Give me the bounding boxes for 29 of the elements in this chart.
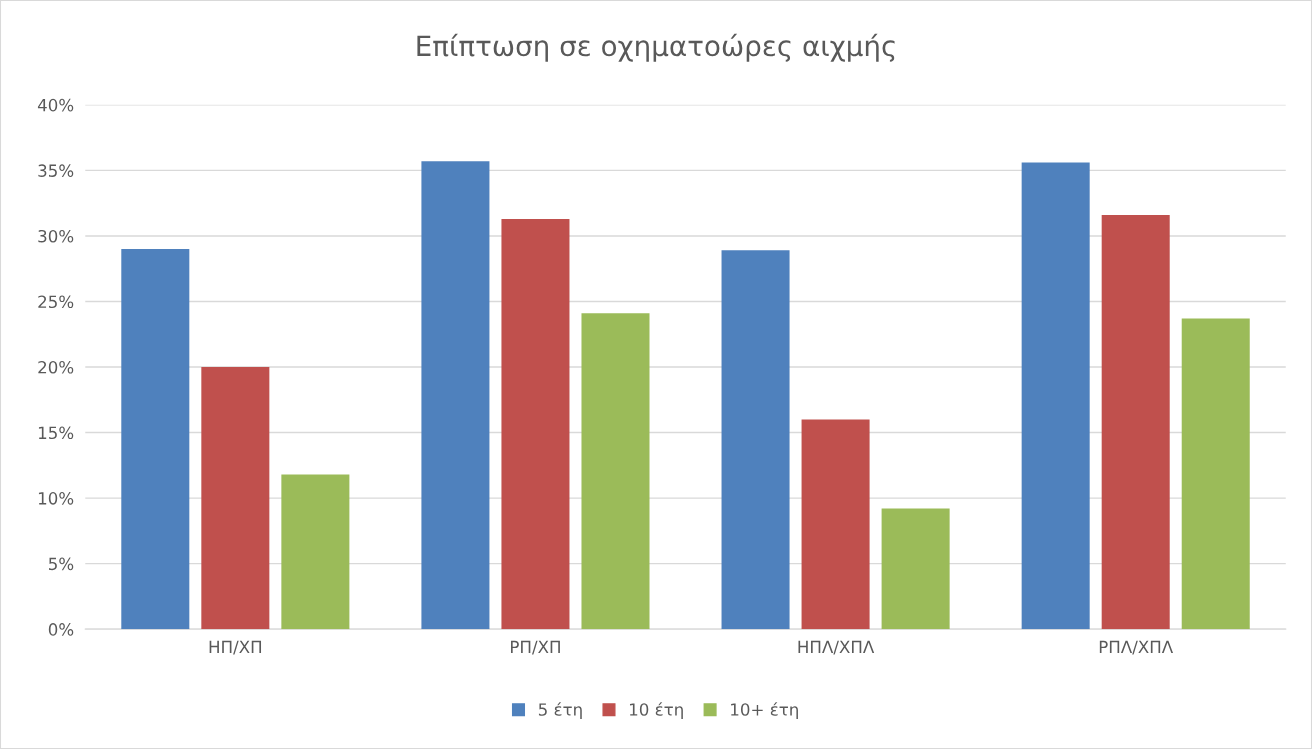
x-tick-label: ΡΠΛ/ΧΠΛ [1099, 640, 1174, 655]
legend-label: 5 έτη [538, 702, 582, 720]
y-tick-label: 0% [48, 623, 74, 636]
legend-label: 10 έτη [629, 702, 683, 720]
x-tick-label: ΗΠ/ΧΠ [209, 640, 262, 655]
y-tick-label: 5% [49, 557, 74, 571]
y-tick-label: 30% [38, 229, 74, 243]
y-tick-label: 35% [38, 164, 74, 177]
bar [1021, 162, 1090, 630]
bar [121, 249, 190, 630]
bar [721, 250, 790, 630]
legend-label: 10+ έτη [731, 702, 798, 720]
bar [421, 161, 490, 630]
x-tick-label: ΗΠΛ/ΧΠΛ [798, 640, 875, 655]
y-tick-label: 10% [38, 492, 74, 505]
bar [281, 474, 350, 630]
bar [801, 419, 870, 630]
bar [201, 367, 270, 630]
bar [501, 218, 570, 630]
bar [881, 508, 950, 630]
y-tick-label: 40% [37, 98, 74, 112]
bar [1101, 214, 1170, 630]
chart-title: Επίπτωση σε οχηματοώρες αιχμής [417, 33, 895, 62]
x-tick-label: ΡΠ/ΧΠ [511, 640, 560, 655]
bar [1181, 318, 1250, 630]
bar [581, 313, 650, 630]
y-tick-label: 15% [38, 426, 74, 440]
y-tick-label: 20% [38, 360, 74, 374]
y-tick-label: 25% [38, 295, 74, 309]
